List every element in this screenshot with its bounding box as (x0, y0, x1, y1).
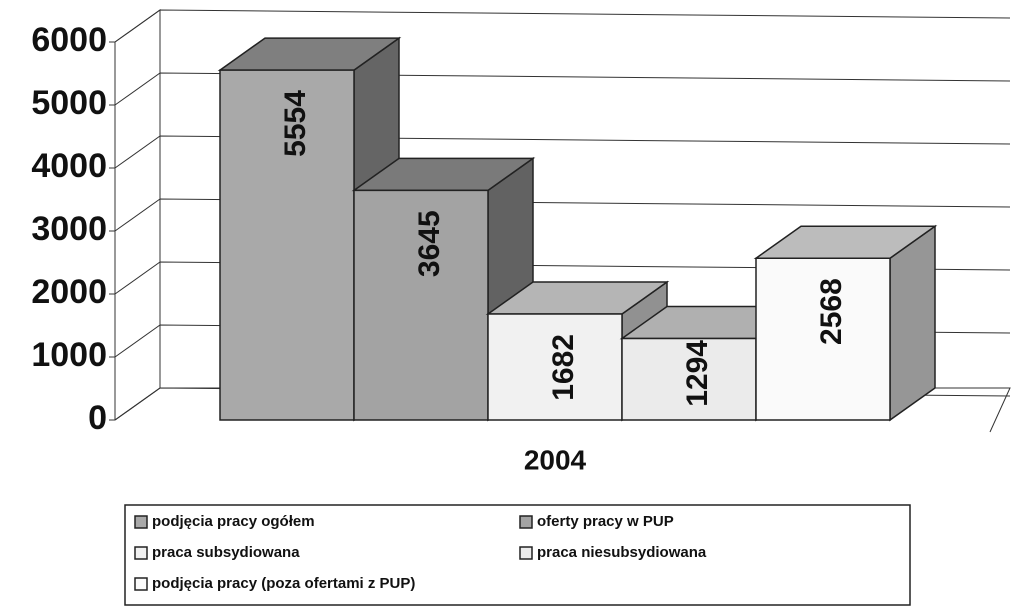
y-tick-label: 3000 (31, 210, 107, 248)
y-tick-label: 1000 (31, 336, 107, 374)
legend-label: praca subsydiowana (152, 544, 300, 561)
y-tick-label: 2000 (31, 273, 107, 311)
legend-swatch (519, 515, 533, 529)
legend-label: podjęcia pracy ogółem (152, 513, 315, 530)
bar (753, 224, 938, 422)
legend-box (124, 504, 911, 606)
x-tick-label: 2004 (524, 444, 587, 475)
y-tick-label: 0 (88, 399, 107, 437)
value-label: 3645 (413, 210, 446, 277)
value-label: 1294 (681, 340, 714, 407)
bar-front (755, 257, 891, 421)
legend-swatch (134, 546, 148, 560)
legend-swatch (134, 577, 148, 591)
bar-side (889, 224, 936, 422)
grid-line (114, 261, 1011, 295)
grid-line (114, 9, 1011, 43)
legend-swatch (519, 546, 533, 560)
value-label: 5554 (279, 90, 312, 157)
legend-swatch (134, 515, 148, 529)
y-tick-label: 4000 (31, 147, 107, 185)
y-tick-label: 6000 (31, 21, 107, 59)
y-tick-label: 5000 (31, 84, 107, 122)
value-label: 1682 (547, 334, 580, 401)
grid-line (114, 135, 1011, 169)
legend-label: praca niesubsydiowana (537, 544, 707, 561)
legend-label: podjęcia pracy (poza ofertami z PUP) (152, 575, 415, 592)
value-label: 2568 (815, 278, 848, 345)
legend-label: oferty pracy w PUP (537, 513, 674, 530)
grid-line (114, 198, 1011, 232)
grid-line (114, 72, 1011, 106)
